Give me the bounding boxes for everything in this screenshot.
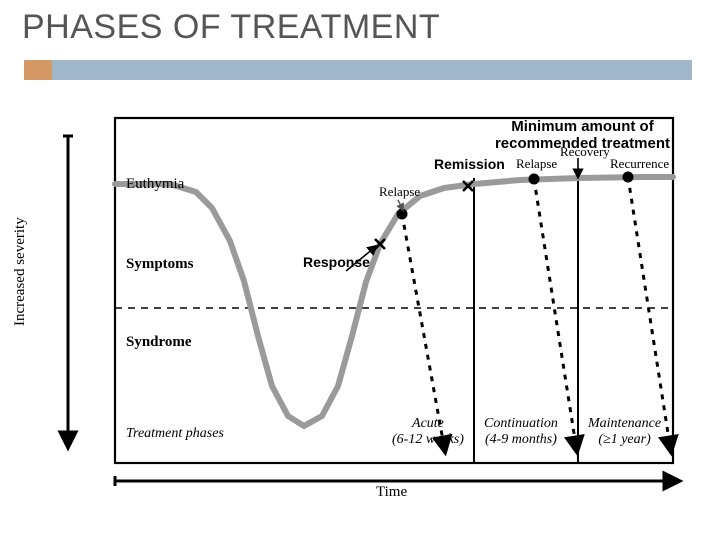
- phase-acute-l1: Acute: [412, 416, 444, 431]
- phase-maintenance: Maintenance (≥1 year): [588, 416, 661, 448]
- label-symptoms: Symptoms: [126, 256, 194, 273]
- label-relapse-2: Relapse: [516, 156, 557, 172]
- x-axis-title: Time: [376, 484, 407, 501]
- treatment-phases-figure: Increased severity Euthymia Symptoms Syn…: [20, 96, 700, 526]
- label-remission: Remission: [434, 156, 505, 172]
- phase-maint-l1: Maintenance: [588, 416, 661, 431]
- label-recovery: Recovery: [560, 144, 610, 160]
- label-treatment-phases: Treatment phases: [126, 426, 224, 442]
- y-axis-title: Increased severity: [12, 217, 29, 326]
- page-title: PHASES OF TREATMENT: [22, 8, 440, 47]
- label-response: Response: [303, 254, 370, 270]
- label-syndrome: Syndrome: [126, 334, 192, 351]
- accent-bar: [24, 60, 52, 80]
- label-euthymia: Euthymia: [126, 176, 184, 193]
- header-bar: [52, 60, 692, 80]
- phase-cont-l2: (4-9 months): [485, 432, 557, 447]
- phase-cont-l1: Continuation: [484, 416, 558, 431]
- phase-acute: Acute (6-12 weeks): [392, 416, 464, 448]
- phase-continuation: Continuation (4-9 months): [484, 416, 558, 448]
- label-recurrence: Recurrence: [610, 156, 669, 172]
- figure-svg: [20, 96, 700, 526]
- phase-maint-l2: (≥1 year): [598, 432, 650, 447]
- phase-acute-l2: (6-12 weeks): [392, 432, 464, 447]
- label-relapse-1: Relapse: [379, 184, 420, 200]
